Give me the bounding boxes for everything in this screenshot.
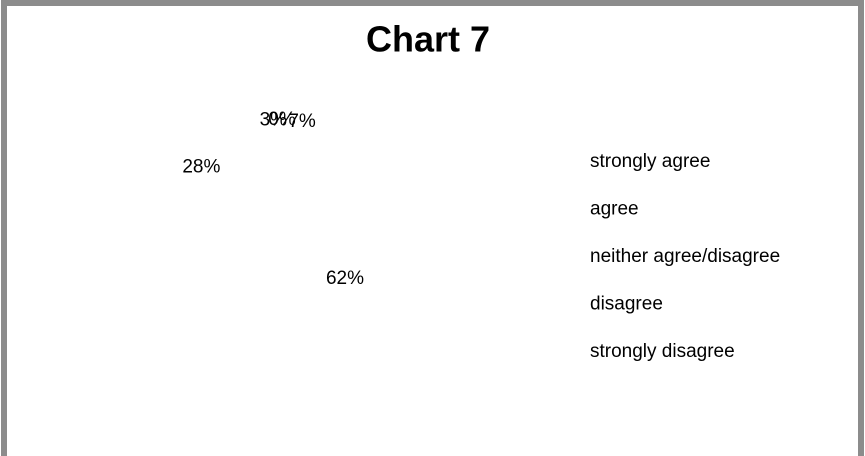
pie-slice: [192, 123, 282, 246]
chart-title: Chart 7: [366, 19, 490, 60]
data-label: 7%: [288, 111, 316, 132]
data-label: 0%: [268, 109, 296, 130]
legend-label: strongly disagree: [590, 341, 735, 362]
legend-label: disagree: [590, 294, 663, 315]
data-label: 3%: [260, 109, 288, 130]
pie-slice: [265, 122, 282, 212]
legend-swatch: [572, 252, 582, 262]
legend-label: neither agree/disagree: [590, 246, 780, 267]
legend-swatch: [572, 204, 582, 215]
legend-label: agree: [590, 199, 639, 220]
pie-slice: [282, 122, 321, 212]
data-label: 62%: [326, 268, 364, 289]
legend-swatch: [572, 347, 582, 357]
legend-label: strongly agree: [590, 151, 710, 172]
legend-swatch: [572, 299, 582, 310]
data-label: 28%: [182, 157, 220, 178]
pie-slice: [198, 130, 372, 302]
legend-swatch: [572, 157, 582, 167]
